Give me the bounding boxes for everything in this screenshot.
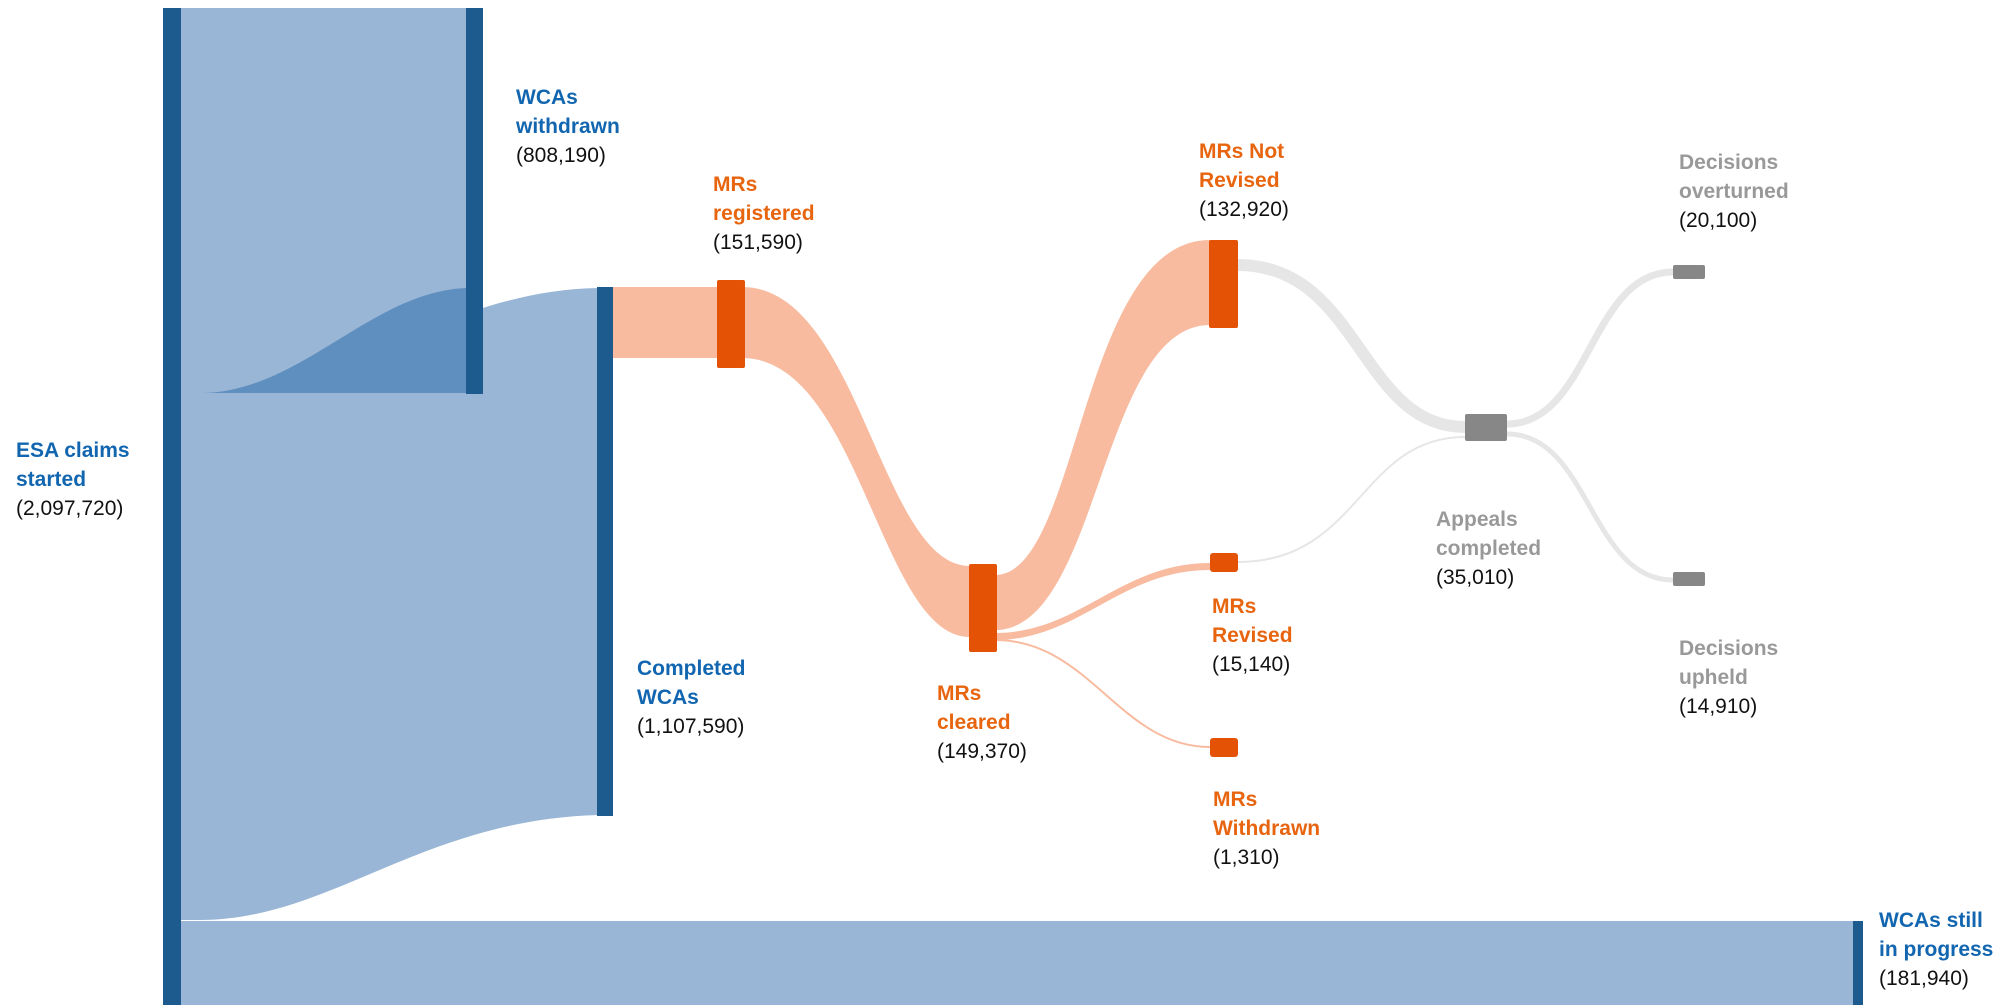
node-decisions-upheld — [1673, 572, 1705, 586]
node-mrs-registered — [717, 280, 745, 368]
node-mrs-not-revised — [1209, 240, 1238, 328]
label-mrs-revised: MRs Revised (15,140) — [1212, 595, 1293, 676]
label-esa-claims-started: ESA claims started (2,097,720) — [16, 439, 130, 520]
label-decisions-upheld: Decisions upheld (14,910) — [1679, 637, 1779, 718]
label-appeals-completed: Appeals completed (35,010) — [1436, 508, 1542, 589]
node-appeals-completed — [1465, 414, 1507, 441]
flow-appeals-to-decisions-overturned — [1506, 268, 1674, 428]
label-mrs-withdrawn: MRs Withdrawn (1,310) — [1213, 788, 1321, 869]
label-completed-wcas: Completed WCAs (1,107,590) — [637, 657, 746, 738]
label-wcas-withdrawn: WCAs withdrawn (808,190) — [516, 86, 620, 167]
flow-esa-to-completed-wcas — [180, 288, 598, 920]
node-wcas-still-in-progress — [1853, 921, 1863, 1005]
flow-appeals-to-decisions-upheld — [1506, 431, 1674, 583]
node-decisions-overturned — [1673, 265, 1705, 279]
label-decisions-overturned: Decisions overturned (20,100) — [1679, 151, 1789, 232]
flow-mrs-cleared-to-mrs-withdrawn — [994, 639, 1211, 748]
flow-mrs-cleared-to-mrs-not-revised — [995, 240, 1210, 630]
node-completed-wcas — [597, 287, 613, 816]
node-mrs-revised — [1210, 553, 1238, 572]
label-mrs-registered: MRs registered (151,590) — [713, 173, 815, 254]
label-mrs-cleared: MRs cleared (149,370) — [937, 682, 1027, 763]
flow-completed-wcas-to-mrs-registered — [612, 287, 718, 358]
flow-mrs-cleared-to-mrs-revised — [995, 563, 1210, 640]
node-esa-claims-started — [163, 8, 181, 1005]
label-mrs-not-revised: MRs Not Revised (132,920) — [1199, 140, 1289, 221]
flow-mrs-not-revised-to-appeals — [1237, 259, 1466, 433]
flow-wcas-withdrawn-to-completed-wcas — [200, 288, 466, 393]
flow-esa-to-wcas-still-in-progress — [180, 921, 1853, 1005]
node-wcas-withdrawn — [466, 8, 483, 394]
label-wcas-still-in-progress: WCAs still in progress (181,940) — [1879, 909, 1994, 990]
flow-mrs-revised-to-appeals — [1237, 436, 1466, 563]
node-mrs-cleared — [969, 564, 997, 652]
node-mrs-withdrawn — [1210, 738, 1238, 757]
flow-mrs-registered-to-mrs-cleared — [742, 287, 970, 637]
